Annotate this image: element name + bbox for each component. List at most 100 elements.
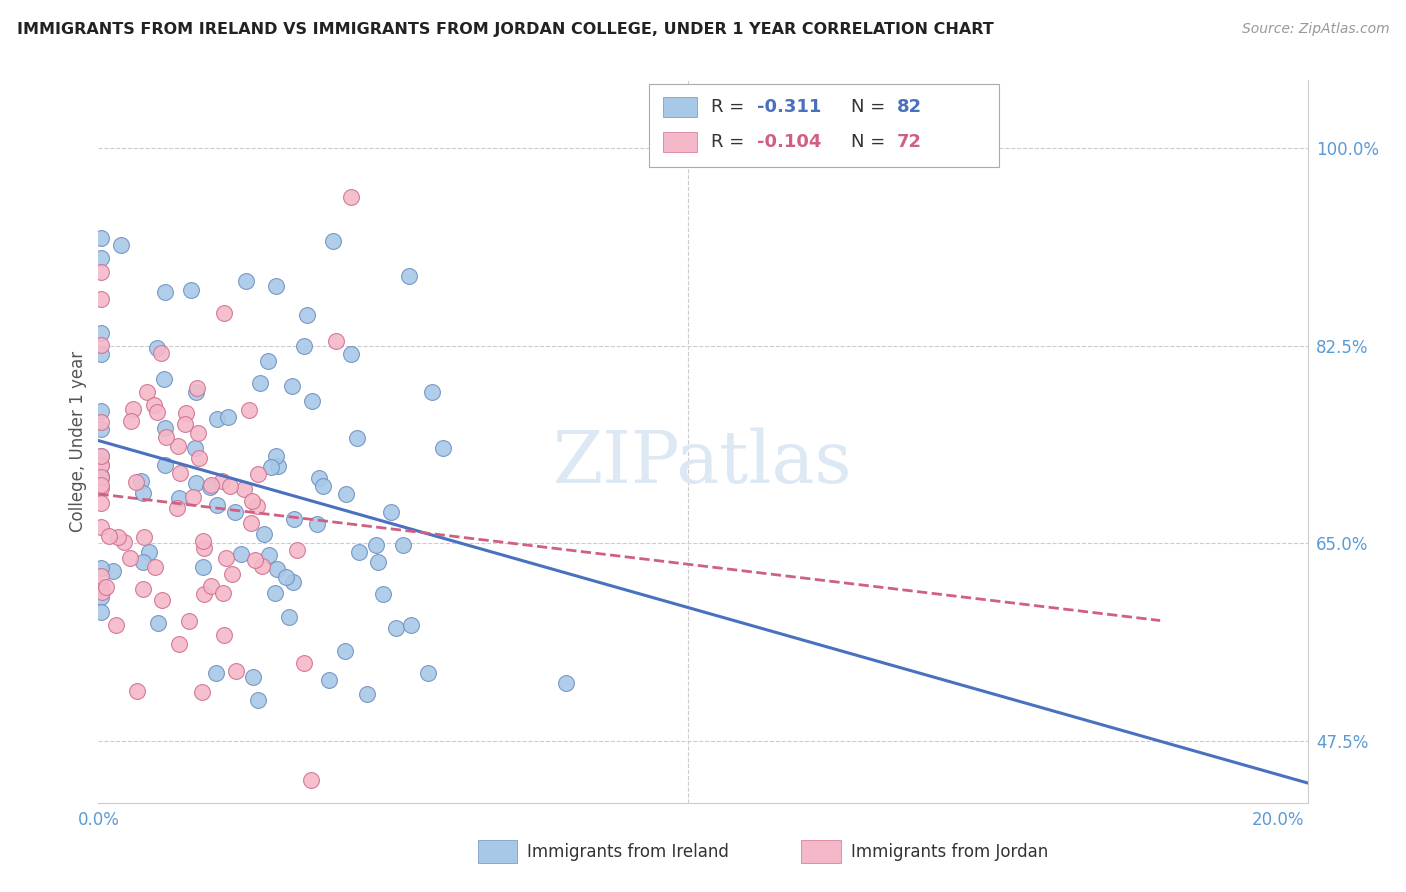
Point bbox=[250, 558, 273, 573]
Point bbox=[184, 385, 207, 400]
Point bbox=[187, 451, 209, 466]
Point bbox=[110, 238, 132, 252]
Point bbox=[120, 551, 142, 566]
Point bbox=[90, 580, 112, 594]
Point bbox=[143, 560, 166, 574]
Point bbox=[166, 501, 188, 516]
Point bbox=[432, 442, 454, 456]
Point bbox=[264, 586, 287, 600]
Point bbox=[243, 553, 266, 567]
Point bbox=[260, 460, 283, 475]
Point bbox=[292, 656, 315, 670]
Point bbox=[193, 533, 215, 548]
Point bbox=[90, 292, 112, 306]
Point bbox=[231, 547, 253, 561]
Point bbox=[90, 338, 112, 352]
Point bbox=[264, 449, 287, 463]
Point bbox=[90, 470, 112, 484]
Point bbox=[155, 430, 177, 444]
Point bbox=[246, 500, 269, 514]
Point bbox=[174, 405, 197, 419]
Point bbox=[246, 693, 269, 707]
Point bbox=[169, 491, 191, 505]
Point bbox=[191, 560, 214, 574]
Point bbox=[242, 670, 264, 684]
Point bbox=[180, 284, 202, 298]
Point bbox=[152, 372, 174, 386]
Point bbox=[101, 564, 124, 578]
Point bbox=[555, 675, 578, 690]
Point bbox=[198, 480, 221, 494]
Text: ZIPatlas: ZIPatlas bbox=[553, 428, 853, 499]
Point bbox=[256, 353, 278, 368]
Point bbox=[385, 621, 408, 635]
Point bbox=[177, 614, 200, 628]
Point bbox=[398, 268, 420, 283]
Point bbox=[90, 422, 112, 436]
Point bbox=[131, 582, 153, 596]
Point bbox=[132, 556, 155, 570]
Point bbox=[238, 402, 260, 417]
Point bbox=[240, 494, 263, 508]
Point bbox=[217, 410, 239, 425]
Point bbox=[150, 592, 173, 607]
Point bbox=[90, 403, 112, 417]
Point bbox=[416, 666, 439, 681]
Text: -0.311: -0.311 bbox=[758, 98, 821, 116]
Point bbox=[98, 529, 121, 543]
Point bbox=[169, 467, 191, 481]
FancyBboxPatch shape bbox=[664, 97, 697, 117]
Point bbox=[186, 381, 208, 395]
Y-axis label: College, Under 1 year: College, Under 1 year bbox=[69, 351, 87, 533]
Point bbox=[90, 458, 112, 472]
Text: 82: 82 bbox=[897, 98, 921, 116]
Point bbox=[155, 285, 177, 300]
Point bbox=[249, 376, 271, 390]
Point bbox=[146, 615, 169, 630]
Point bbox=[138, 545, 160, 559]
Point bbox=[211, 475, 233, 489]
Point bbox=[193, 541, 215, 555]
Point bbox=[90, 583, 112, 598]
Point bbox=[120, 414, 142, 428]
Point bbox=[200, 579, 222, 593]
Point bbox=[211, 586, 233, 600]
Point bbox=[90, 519, 112, 533]
Point bbox=[325, 334, 347, 348]
Point bbox=[221, 567, 243, 582]
Point bbox=[281, 378, 304, 392]
Text: Immigrants from Ireland: Immigrants from Ireland bbox=[527, 843, 730, 861]
Point bbox=[104, 617, 127, 632]
Point bbox=[90, 590, 112, 604]
Point bbox=[333, 643, 356, 657]
Point bbox=[239, 516, 262, 530]
Point bbox=[278, 610, 301, 624]
Text: N =: N = bbox=[851, 133, 890, 151]
FancyBboxPatch shape bbox=[648, 84, 1000, 167]
Point bbox=[90, 471, 112, 485]
Point bbox=[90, 496, 112, 510]
Point bbox=[205, 665, 228, 680]
Point bbox=[267, 458, 290, 473]
Point bbox=[266, 561, 288, 575]
Point bbox=[356, 687, 378, 701]
Point bbox=[253, 527, 276, 541]
Point bbox=[283, 511, 305, 525]
Point bbox=[167, 637, 190, 651]
Point bbox=[94, 580, 117, 594]
Point bbox=[232, 482, 254, 496]
Point bbox=[90, 481, 112, 495]
Point bbox=[150, 346, 173, 360]
Point bbox=[112, 535, 135, 549]
Point bbox=[205, 411, 228, 425]
Point bbox=[155, 421, 177, 435]
Text: Immigrants from Jordan: Immigrants from Jordan bbox=[851, 843, 1047, 861]
Point bbox=[90, 478, 112, 492]
Point bbox=[219, 478, 242, 492]
Point bbox=[135, 385, 157, 400]
Text: R =: R = bbox=[711, 133, 751, 151]
Point bbox=[225, 664, 247, 678]
Point bbox=[322, 234, 344, 248]
Point bbox=[127, 684, 149, 698]
Point bbox=[90, 251, 112, 265]
